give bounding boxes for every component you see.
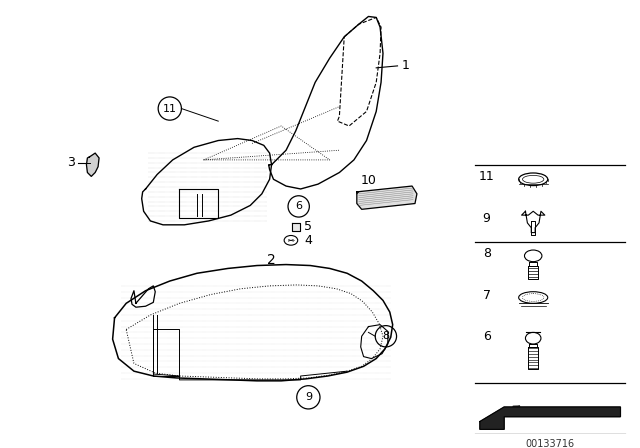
Text: 7: 7 [483,289,491,302]
Text: 11: 11 [163,103,177,113]
Text: 6: 6 [483,330,491,343]
Text: 5: 5 [305,220,312,233]
Text: 00133716: 00133716 [525,439,575,448]
Polygon shape [86,153,99,177]
Text: 1: 1 [401,60,409,73]
Polygon shape [292,223,300,231]
Text: 2: 2 [267,253,276,267]
Text: 9: 9 [305,392,312,402]
Text: 9: 9 [483,211,491,224]
Text: 8: 8 [382,331,390,341]
Text: 11: 11 [479,170,495,183]
Text: 10: 10 [360,174,376,187]
Polygon shape [480,407,620,429]
Polygon shape [357,186,417,209]
Text: 3: 3 [67,156,75,169]
Text: 6: 6 [295,202,302,211]
Text: 4: 4 [305,234,312,247]
Text: 8: 8 [483,247,491,260]
